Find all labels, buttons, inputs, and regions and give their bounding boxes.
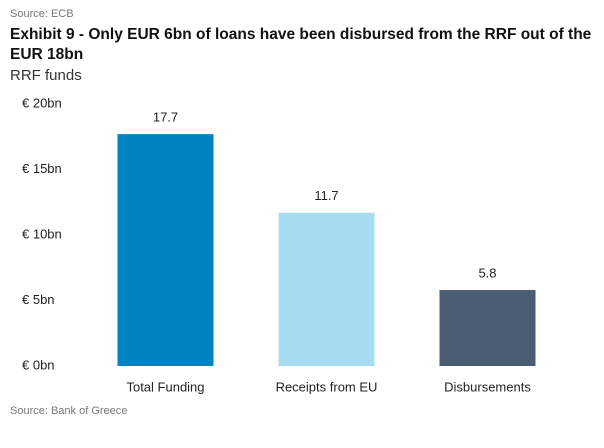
y-tick-label: € 15bn [22,161,62,176]
x-tick-label: Total Funding [126,379,204,394]
x-tick-label: Receipts from EU [276,379,378,394]
chart-subtitle: RRF funds [10,67,82,84]
x-tick-label: Disbursements [444,379,531,394]
source-bottom: Source: Bank of Greece [10,405,128,417]
y-tick-label: € 10bn [22,226,62,241]
data-label: 11.7 [314,188,338,203]
y-tick-label: € 0bn [22,357,55,372]
y-tick-label: € 5bn [22,292,55,307]
y-tick-label: € 20bn [22,95,62,110]
bar [278,212,375,366]
chart-title: Exhibit 9 - Only EUR 6bn of loans have b… [10,26,592,63]
data-label: 5.8 [478,265,496,280]
bar [117,134,214,366]
source-top: Source: ECB [10,8,74,20]
bar [439,290,536,366]
data-label: 17.7 [153,110,178,125]
